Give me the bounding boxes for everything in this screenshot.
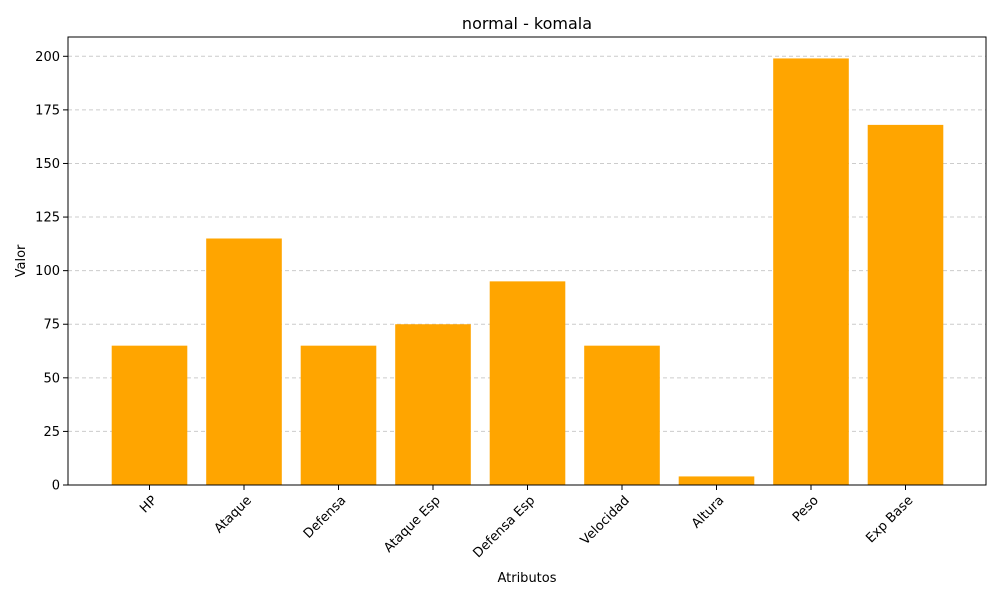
y-tick-label: 100 xyxy=(35,264,60,279)
bar xyxy=(300,345,377,485)
y-axis-ticks: 0 25 50 75 100 125 150 175 200 xyxy=(35,50,68,494)
bar xyxy=(206,238,282,485)
x-tick-label: Peso xyxy=(790,493,822,525)
x-tick-label: Defensa xyxy=(301,493,349,541)
x-tick-label: Defensa Esp xyxy=(470,493,538,561)
x-tick-label: HP xyxy=(137,493,160,516)
bars xyxy=(111,58,944,486)
bar xyxy=(395,324,471,485)
chart-title: normal - komala xyxy=(462,14,592,33)
x-tick-label: Altura xyxy=(689,493,727,531)
y-tick-label: 175 xyxy=(35,103,60,118)
x-tick-label: Exp Base xyxy=(863,493,916,546)
y-tick-label: 125 xyxy=(35,211,60,226)
bar xyxy=(489,281,566,485)
y-tick-label: 25 xyxy=(43,425,60,440)
y-tick-label: 150 xyxy=(35,157,60,172)
x-tick-label: Ataque Esp xyxy=(381,493,444,556)
y-tick-label: 0 xyxy=(52,479,60,494)
x-tick-label: Ataque xyxy=(212,493,255,536)
y-tick-label: 75 xyxy=(43,318,60,333)
y-tick-label: 200 xyxy=(35,50,60,65)
x-axis-label: Atributos xyxy=(497,571,556,586)
x-axis-ticks: HP Ataque Defensa Ataque Esp Defensa Esp Velo… xyxy=(137,485,916,561)
bar xyxy=(584,345,660,485)
bar xyxy=(111,345,188,485)
bar xyxy=(773,58,849,486)
y-tick-label: 50 xyxy=(43,371,60,386)
y-axis-label: Valor xyxy=(14,244,29,277)
bar xyxy=(867,124,944,486)
x-tick-label: Velocidad xyxy=(578,493,633,548)
bar xyxy=(678,476,755,485)
